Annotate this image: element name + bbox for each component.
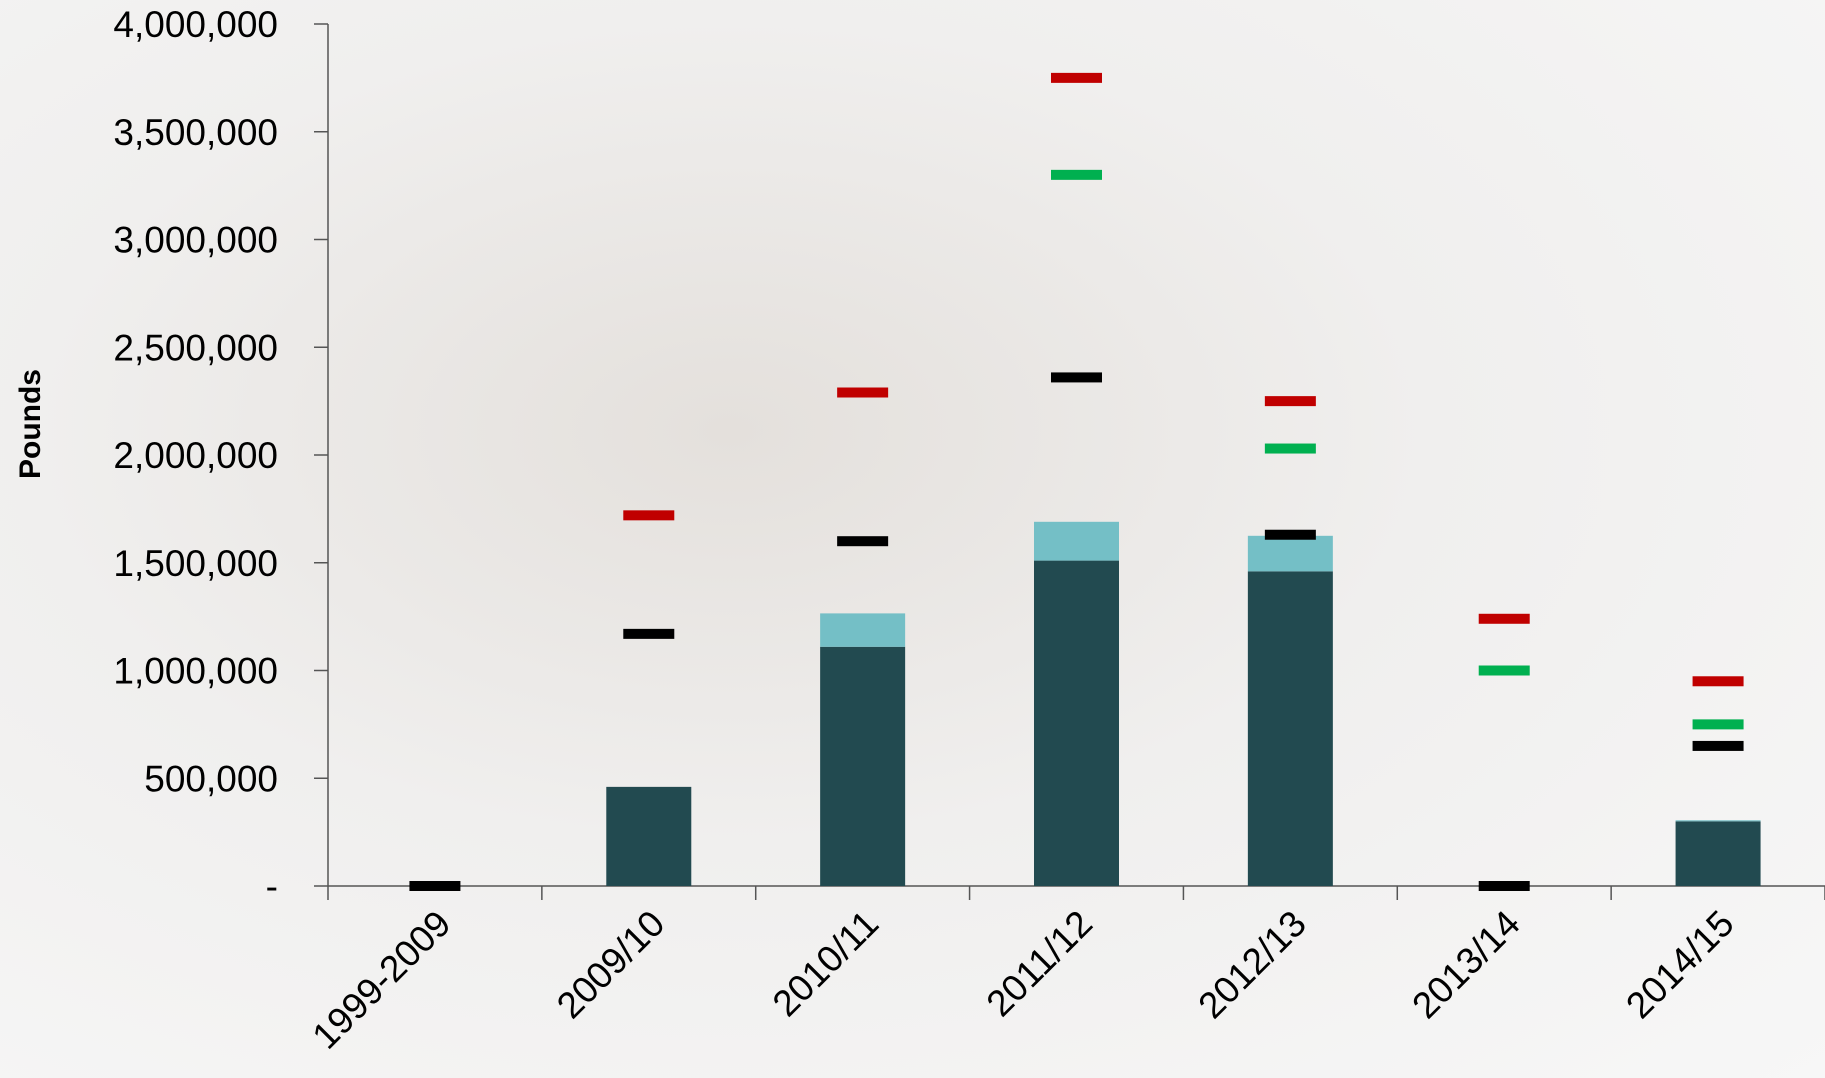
bar-segment bbox=[820, 613, 906, 647]
bar-segment bbox=[1247, 571, 1333, 886]
bar-segment bbox=[1675, 820, 1761, 822]
marker bbox=[409, 881, 461, 891]
x-tick-label: 2014/15 bbox=[1618, 903, 1742, 1027]
y-axis-label: Pounds bbox=[14, 369, 47, 479]
marker bbox=[1051, 72, 1102, 83]
x-tick-label: 2013/14 bbox=[1404, 903, 1528, 1027]
bar-segment bbox=[1034, 521, 1119, 561]
marker bbox=[837, 387, 889, 398]
x-tick-label: 1999-2009 bbox=[304, 903, 458, 1057]
y-tick-label: 3,000,000 bbox=[113, 220, 278, 261]
marker bbox=[1692, 676, 1744, 687]
marker bbox=[1478, 881, 1530, 891]
bar-segment bbox=[1675, 821, 1761, 886]
marker bbox=[1692, 740, 1744, 751]
x-tick-label: 2009/10 bbox=[549, 903, 673, 1027]
y-tick-label: 4,000,000 bbox=[113, 4, 278, 45]
y-tick-label: 1,000,000 bbox=[113, 651, 278, 692]
bar-segment bbox=[1034, 560, 1119, 886]
y-tick-label: 2,500,000 bbox=[113, 327, 278, 368]
marker bbox=[837, 536, 889, 547]
marker bbox=[1478, 665, 1530, 676]
y-tick-label: - bbox=[266, 866, 278, 907]
marker bbox=[623, 510, 675, 521]
marker bbox=[1264, 396, 1316, 407]
y-tick-label: 500,000 bbox=[144, 758, 278, 799]
marker bbox=[1051, 169, 1102, 180]
y-tick-label: 3,500,000 bbox=[113, 112, 278, 153]
marker bbox=[1478, 613, 1530, 624]
marker bbox=[1264, 529, 1316, 540]
bar-segment bbox=[820, 646, 906, 886]
x-tick-label: 2010/11 bbox=[765, 903, 887, 1025]
x-tick-label: 2012/13 bbox=[1190, 903, 1314, 1027]
y-tick-label: 1,500,000 bbox=[113, 543, 278, 584]
marker bbox=[1264, 443, 1316, 454]
y-tick-label: 2,000,000 bbox=[113, 435, 278, 476]
marker bbox=[1692, 719, 1744, 730]
x-tick-label: 2011/12 bbox=[979, 903, 1101, 1025]
bar-segment bbox=[606, 786, 692, 886]
marker bbox=[1051, 372, 1102, 383]
bar-segment bbox=[1247, 535, 1333, 572]
marker bbox=[623, 628, 675, 639]
